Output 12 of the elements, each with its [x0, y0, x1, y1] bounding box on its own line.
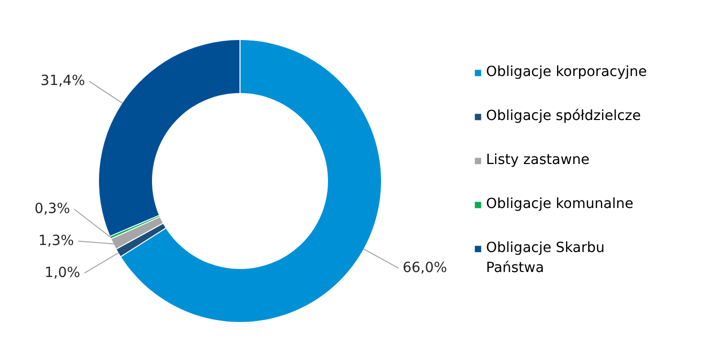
donut-slice: [110, 216, 160, 238]
data-label: 1,0%: [44, 265, 80, 282]
legend-label: Obligacje Skarbu Państwa: [486, 240, 605, 276]
data-label: 31,4%: [40, 73, 86, 90]
data-label: 66,0%: [402, 260, 448, 276]
legend-label: Obligacje spółdzielcze: [486, 108, 641, 124]
legend-label: Listy zastawne: [486, 152, 590, 168]
legend-label: Obligacje komunalne: [486, 196, 634, 212]
donut-slice: [116, 224, 166, 256]
legend-label: Obligacje korporacyjne: [486, 64, 647, 80]
data-label: 1,3%: [38, 233, 74, 250]
data-label: 0,3%: [34, 201, 70, 218]
